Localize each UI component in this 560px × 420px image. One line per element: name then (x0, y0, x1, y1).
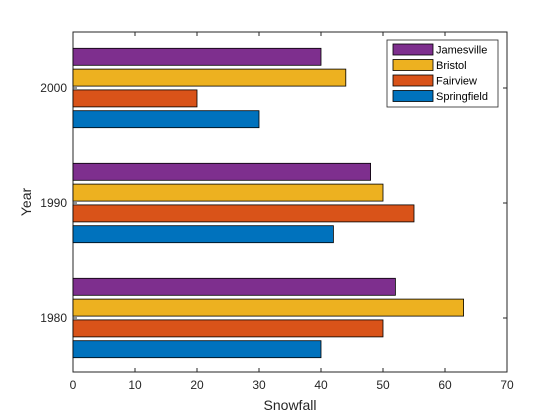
x-tick-label: 10 (128, 378, 142, 392)
legend-swatch-springfield (392, 90, 434, 102)
bar-fairview-1980 (72, 319, 384, 338)
y-tick-label: 2000 (40, 81, 67, 95)
legend: Jamesville Bristol Fairview Springfield (386, 39, 499, 108)
x-tick-label: 50 (376, 378, 390, 392)
bar-jamesville-1990 (72, 162, 372, 181)
x-tick-label: 30 (252, 378, 266, 392)
legend-swatch-fairview (392, 74, 434, 87)
x-axis-ticks: 0 10 20 30 40 50 60 70 (70, 32, 514, 392)
x-tick-label: 20 (190, 378, 204, 392)
x-tick-label: 40 (314, 378, 328, 392)
bar-bristol-2000 (72, 68, 347, 87)
bars-layer (72, 47, 465, 359)
legend-label-jamesville: Jamesville (436, 45, 487, 57)
bar-springfield-2000 (72, 110, 260, 129)
x-tick-label: 70 (500, 378, 514, 392)
y-tick-label: 1980 (40, 311, 67, 325)
y-axis-title: Year (18, 188, 34, 217)
x-axis-title: Snowfall (264, 397, 317, 413)
x-tick-label: 60 (438, 378, 452, 392)
bar-jamesville-2000 (72, 47, 322, 66)
legend-label-springfield: Springfield (436, 91, 488, 103)
bar-bristol-1990 (72, 183, 384, 202)
legend-swatch-jamesville (392, 43, 434, 56)
legend-label-bristol: Bristol (436, 60, 467, 72)
bar-fairview-1990 (72, 204, 415, 223)
y-tick-label: 1990 (40, 196, 67, 210)
bar-fairview-2000 (72, 89, 198, 108)
legend-label-fairview: Fairview (436, 76, 477, 88)
y-axis-ticks: 1980 1990 2000 (40, 81, 507, 325)
bar-jamesville-1980 (72, 277, 396, 296)
bar-bristol-1980 (72, 298, 465, 317)
x-tick-label: 0 (70, 378, 77, 392)
bar-springfield-1980 (72, 340, 322, 359)
bar-springfield-1990 (72, 225, 334, 244)
legend-swatch-bristol (392, 59, 434, 71)
